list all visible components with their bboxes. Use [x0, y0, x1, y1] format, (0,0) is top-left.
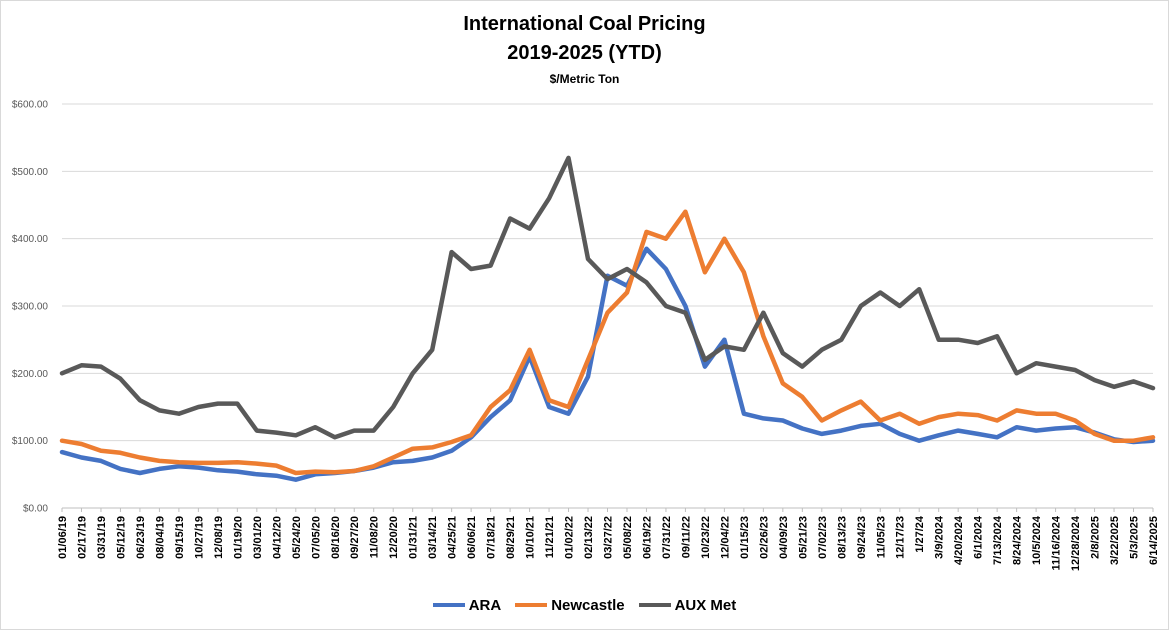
x-tick-label: 2/8/2025	[1090, 516, 1102, 559]
x-tick-label: 09/24/23	[856, 516, 868, 559]
x-tick-label: 11/21/21	[544, 516, 556, 558]
x-tick-label: 02/13/22	[583, 516, 595, 559]
x-tick-label: 03/01/20	[252, 516, 264, 559]
y-axis: $0.00 $100.00 $200.00 $300.00 $400.00 $500.00…	[12, 100, 49, 515]
x-tick-label: 10/10/21	[525, 516, 537, 559]
x-tick-label: 09/11/22	[680, 516, 692, 558]
y-tick-label: $300.00	[12, 302, 49, 313]
legend-label: AUX Met	[674, 596, 737, 614]
legend: ARA Newcastle AUX Met	[0, 594, 1169, 614]
gridlines	[62, 103, 1153, 509]
x-tick-label: 08/13/23	[836, 516, 848, 559]
x-tick-label: 11/16/2024	[1051, 515, 1063, 570]
x-axis: 01/06/19 02/17/19 03/31/19 05/12/19 06/23/19…	[57, 508, 1160, 571]
x-tick-label: 05/08/22	[622, 516, 634, 559]
x-tick-label: 01/15/23	[739, 516, 751, 559]
legend-swatch	[432, 603, 465, 607]
series-line-ara	[59, 246, 1156, 482]
x-tick-label: 10/27/19	[193, 516, 205, 559]
x-tick-label: 12/20/20	[388, 516, 400, 559]
legend-item: ARA	[432, 596, 502, 614]
x-tick-label: 03/31/19	[96, 516, 108, 559]
x-tick-label: 01/02/22	[564, 516, 576, 559]
x-tick-label: 3/9/2024	[934, 515, 946, 559]
x-tick-label: 7/13/2024	[992, 515, 1004, 565]
x-tick-label: 02/26/23	[758, 516, 770, 559]
x-tick-label: 05/12/19	[115, 516, 127, 559]
x-tick-label: 07/05/20	[310, 516, 322, 559]
legend-label: Newcastle	[551, 596, 625, 614]
series-line-aux-met	[59, 155, 1156, 440]
legend-item: Newcastle	[515, 596, 625, 614]
x-tick-label: 04/25/21	[447, 516, 459, 559]
x-tick-label: 09/15/19	[174, 516, 186, 559]
x-tick-label: 03/27/22	[603, 516, 615, 559]
x-tick-label: 07/02/23	[817, 516, 829, 559]
x-tick-label: 02/17/19	[76, 516, 88, 559]
x-tick-label: 12/08/19	[213, 516, 225, 559]
x-tick-label: 06/19/22	[641, 516, 653, 559]
series-lines	[59, 155, 1156, 482]
x-tick-label: 10/23/22	[700, 516, 712, 559]
x-tick-label: 08/29/21	[505, 516, 517, 559]
y-tick-label: $400.00	[12, 234, 49, 245]
legend-label: ARA	[468, 596, 502, 614]
x-tick-label: 06/06/21	[466, 516, 478, 559]
legend-item: AUX Met	[638, 596, 737, 614]
x-tick-label: 11/08/20	[369, 516, 381, 558]
x-tick-label: 08/16/20	[330, 516, 342, 559]
x-tick-label: 5/3/2025	[1129, 516, 1141, 559]
x-tick-label: 03/14/21	[427, 516, 439, 559]
y-tick-label: $100.00	[12, 436, 49, 447]
x-tick-label: 12/17/23	[895, 516, 907, 559]
x-tick-label: 4/20/2024	[953, 515, 965, 565]
x-tick-label: 6/14/2025	[1148, 516, 1160, 565]
x-tick-label: 8/24/2024	[1012, 515, 1024, 565]
x-tick-label: 12/28/2024	[1070, 515, 1082, 571]
chart-unit-label: $/Metric Ton	[549, 72, 620, 86]
y-tick-label: $200.00	[12, 369, 49, 380]
y-tick-label: $0.00	[23, 504, 48, 515]
x-tick-label: 04/09/23	[778, 516, 790, 559]
x-tick-label: 06/23/19	[135, 516, 147, 559]
x-tick-label: 11/05/23	[875, 516, 887, 558]
legend-swatch	[515, 603, 548, 607]
x-tick-label: 12/04/22	[719, 516, 731, 559]
x-tick-label: 07/31/22	[661, 516, 673, 559]
x-tick-label: 6/1/2024	[973, 515, 985, 559]
x-tick-label: 09/27/20	[349, 516, 361, 559]
x-tick-label: 10/5/2024	[1031, 515, 1043, 565]
x-tick-label: 1/27/24	[914, 515, 926, 553]
x-tick-label: 07/18/21	[486, 516, 498, 559]
x-tick-label: 05/24/20	[291, 516, 303, 559]
x-tick-label: 05/21/23	[797, 516, 809, 559]
legend-swatch	[638, 603, 671, 607]
x-tick-label: 01/31/21	[408, 516, 420, 559]
x-tick-label: 01/19/20	[232, 516, 244, 559]
x-tick-label: 04/12/20	[271, 516, 283, 559]
x-tick-label: 01/06/19	[57, 516, 69, 559]
x-tick-label: 08/04/19	[154, 516, 166, 559]
x-tick-label: 3/22/2025	[1109, 516, 1121, 565]
y-tick-label: $600.00	[12, 100, 49, 111]
chart-title: International Coal Pricing	[463, 13, 706, 35]
y-tick-label: $500.00	[12, 167, 49, 178]
series-line-newcastle	[59, 209, 1156, 476]
chart-subtitle: 2019-2025 (YTD)	[507, 42, 662, 64]
